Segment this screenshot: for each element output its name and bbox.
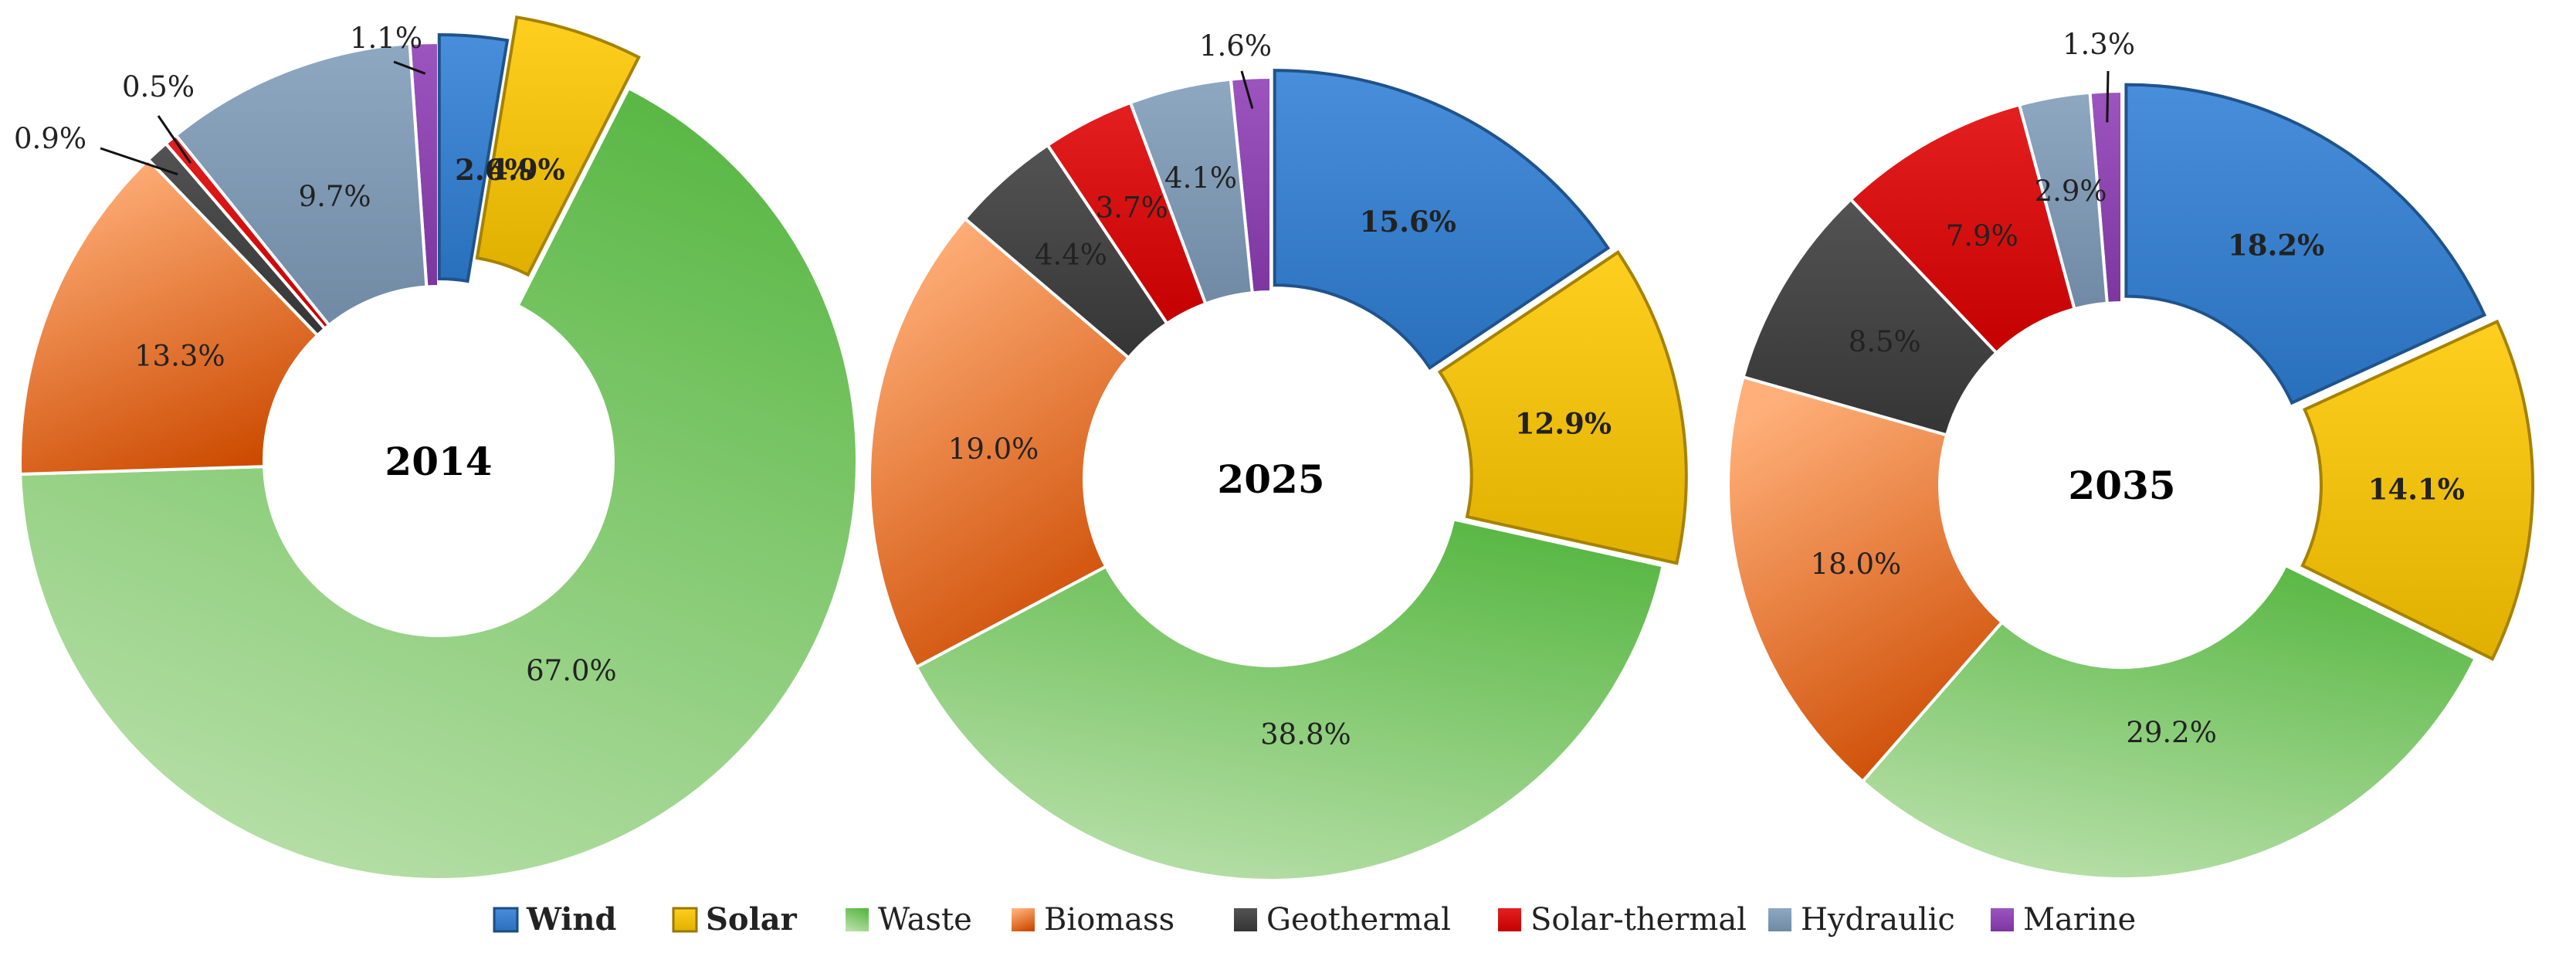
slice-2035-biomass xyxy=(1727,375,2005,784)
data-label-2035-geothermal: 8.5% xyxy=(1849,325,1921,358)
legend-swatch-marine xyxy=(1991,908,2014,931)
legend-swatch-solar xyxy=(672,907,698,933)
donut-chart-2014: 1.1% 2.6%4.9% 67.0% 13.3% 0.9% 0.5% 9.7% 2014 xyxy=(14,15,859,881)
legend-swatch-geothermal xyxy=(1234,908,1257,931)
legend: Wind Solar Waste Biomass Geothermal Solar-the… xyxy=(493,901,2136,938)
legend-swatch-biomass xyxy=(1012,908,1035,931)
legend-item-marine: Marine xyxy=(1991,902,2136,938)
data-label-2014-marine: 1.1% xyxy=(350,22,422,55)
data-label-2014-geothermal: 0.9% xyxy=(14,122,86,155)
legend-label-wind: Wind xyxy=(526,901,616,938)
slice-2025-solar xyxy=(1437,249,1688,565)
slice-2035-hydraulic xyxy=(2017,90,2109,311)
data-label-2025-wind: 15.6% xyxy=(1360,205,1456,239)
leader-line-2014-marine xyxy=(393,60,426,75)
legend-item-waste: Waste xyxy=(846,902,972,938)
data-label-2025-hydraulic: 4.1% xyxy=(1164,161,1237,195)
data-label-2014-hydraulic: 9.7% xyxy=(299,180,371,213)
legend-item-wind: Wind xyxy=(493,901,616,938)
legend-label-geothermal: Geothermal xyxy=(1266,902,1451,938)
data-label-2035-solar-thermal: 7.9% xyxy=(1946,219,2018,253)
slice-2035-waste xyxy=(1860,563,2478,880)
legend-item-geothermal: Geothermal xyxy=(1234,902,1451,938)
slice-2014-wind xyxy=(437,33,510,283)
data-label-2035-solar: 14.1% xyxy=(2368,472,2465,506)
slice-2014-biomass xyxy=(19,157,320,477)
legend-item-solar: Solar xyxy=(672,901,798,938)
slice-2025-waste xyxy=(914,517,1666,882)
data-label-2014-solar-thermal: 0.5% xyxy=(122,70,195,103)
slice-2014-hydraulic xyxy=(173,42,429,327)
legend-item-solar-thermal: Solar-thermal xyxy=(1498,902,1747,938)
legend-swatch-wind xyxy=(493,907,519,933)
charts-layer: 1.1%2.6%4.9%67.0%13.3%0.9%0.5%9.7%20141.… xyxy=(14,15,2534,882)
leader-line-2035-marine xyxy=(2106,70,2110,123)
data-label-2014-waste: 67.0% xyxy=(526,654,617,687)
data-label-2035-hydraulic: 2.9% xyxy=(2035,175,2107,208)
legend-label-hydraulic: Hydraulic xyxy=(1801,902,1955,938)
legend-item-hydraulic: Hydraulic xyxy=(1768,902,1955,938)
data-label-2025-solar: 12.9% xyxy=(1515,407,1612,441)
data-label-2035-wind: 18.2% xyxy=(2228,228,2324,262)
legend-label-solar: Solar xyxy=(706,901,798,938)
slice-2014-waste xyxy=(19,86,859,881)
data-label-2014-biomass: 13.3% xyxy=(134,340,225,373)
legend-label-biomass: Biomass xyxy=(1044,902,1174,938)
data-label-2014-solar: 4.9% xyxy=(488,152,565,186)
slice-2025-hydraulic xyxy=(1128,77,1254,306)
slice-2014-solar xyxy=(475,15,641,277)
legend-swatch-waste xyxy=(846,908,869,931)
leader-line-2014-solar-thermal xyxy=(157,115,192,164)
data-label-2025-biomass: 19.0% xyxy=(948,432,1039,466)
slice-2025-wind xyxy=(1273,69,1611,370)
legend-swatch-hydraulic xyxy=(1768,908,1791,931)
slice-2025-biomass xyxy=(868,216,1131,670)
data-label-2025-solar-thermal: 3.7% xyxy=(1096,192,1168,225)
legend-label-marine: Marine xyxy=(2023,902,2136,938)
donut-chart-2025: 1.6% 15.6% 12.9% 38.8% 19.0% 4.4% 3.7%4.1% 2025 xyxy=(868,29,1688,882)
data-label-2025-geothermal: 4.4% xyxy=(1035,238,1107,271)
legend-label-waste: Waste xyxy=(878,902,972,938)
data-label-2035-marine: 1.3% xyxy=(2062,28,2135,61)
chart-title-2014: 2014 xyxy=(385,439,492,484)
leader-line-2014-geothermal xyxy=(100,147,178,176)
slice-2035-geothermal xyxy=(1741,197,1999,437)
data-label-2025-marine: 1.6% xyxy=(1199,29,1272,63)
chart-title-2025: 2025 xyxy=(1217,456,1324,502)
slice-2035-wind xyxy=(2124,83,2486,405)
legend-label-solar-thermal: Solar-thermal xyxy=(1530,902,1747,938)
leader-line-2025-marine xyxy=(1240,70,1254,110)
chart-title-2035: 2035 xyxy=(2068,463,2175,508)
data-label-2025-waste: 38.8% xyxy=(1260,718,1351,751)
donut-chart-2035: 1.3% 18.2% 14.1% 29.2% 18.0% 8.5% 7.9% 2.9% 2035 xyxy=(1727,28,2534,880)
legend-swatch-solar-thermal xyxy=(1498,908,1521,931)
legend-item-biomass: Biomass xyxy=(1012,902,1174,938)
slice-2035-solar xyxy=(2300,319,2534,661)
data-label-2035-biomass: 18.0% xyxy=(1811,548,1902,581)
data-label-2035-waste: 29.2% xyxy=(2126,716,2217,749)
data-label-2014-wind: 2.6% xyxy=(455,153,532,187)
